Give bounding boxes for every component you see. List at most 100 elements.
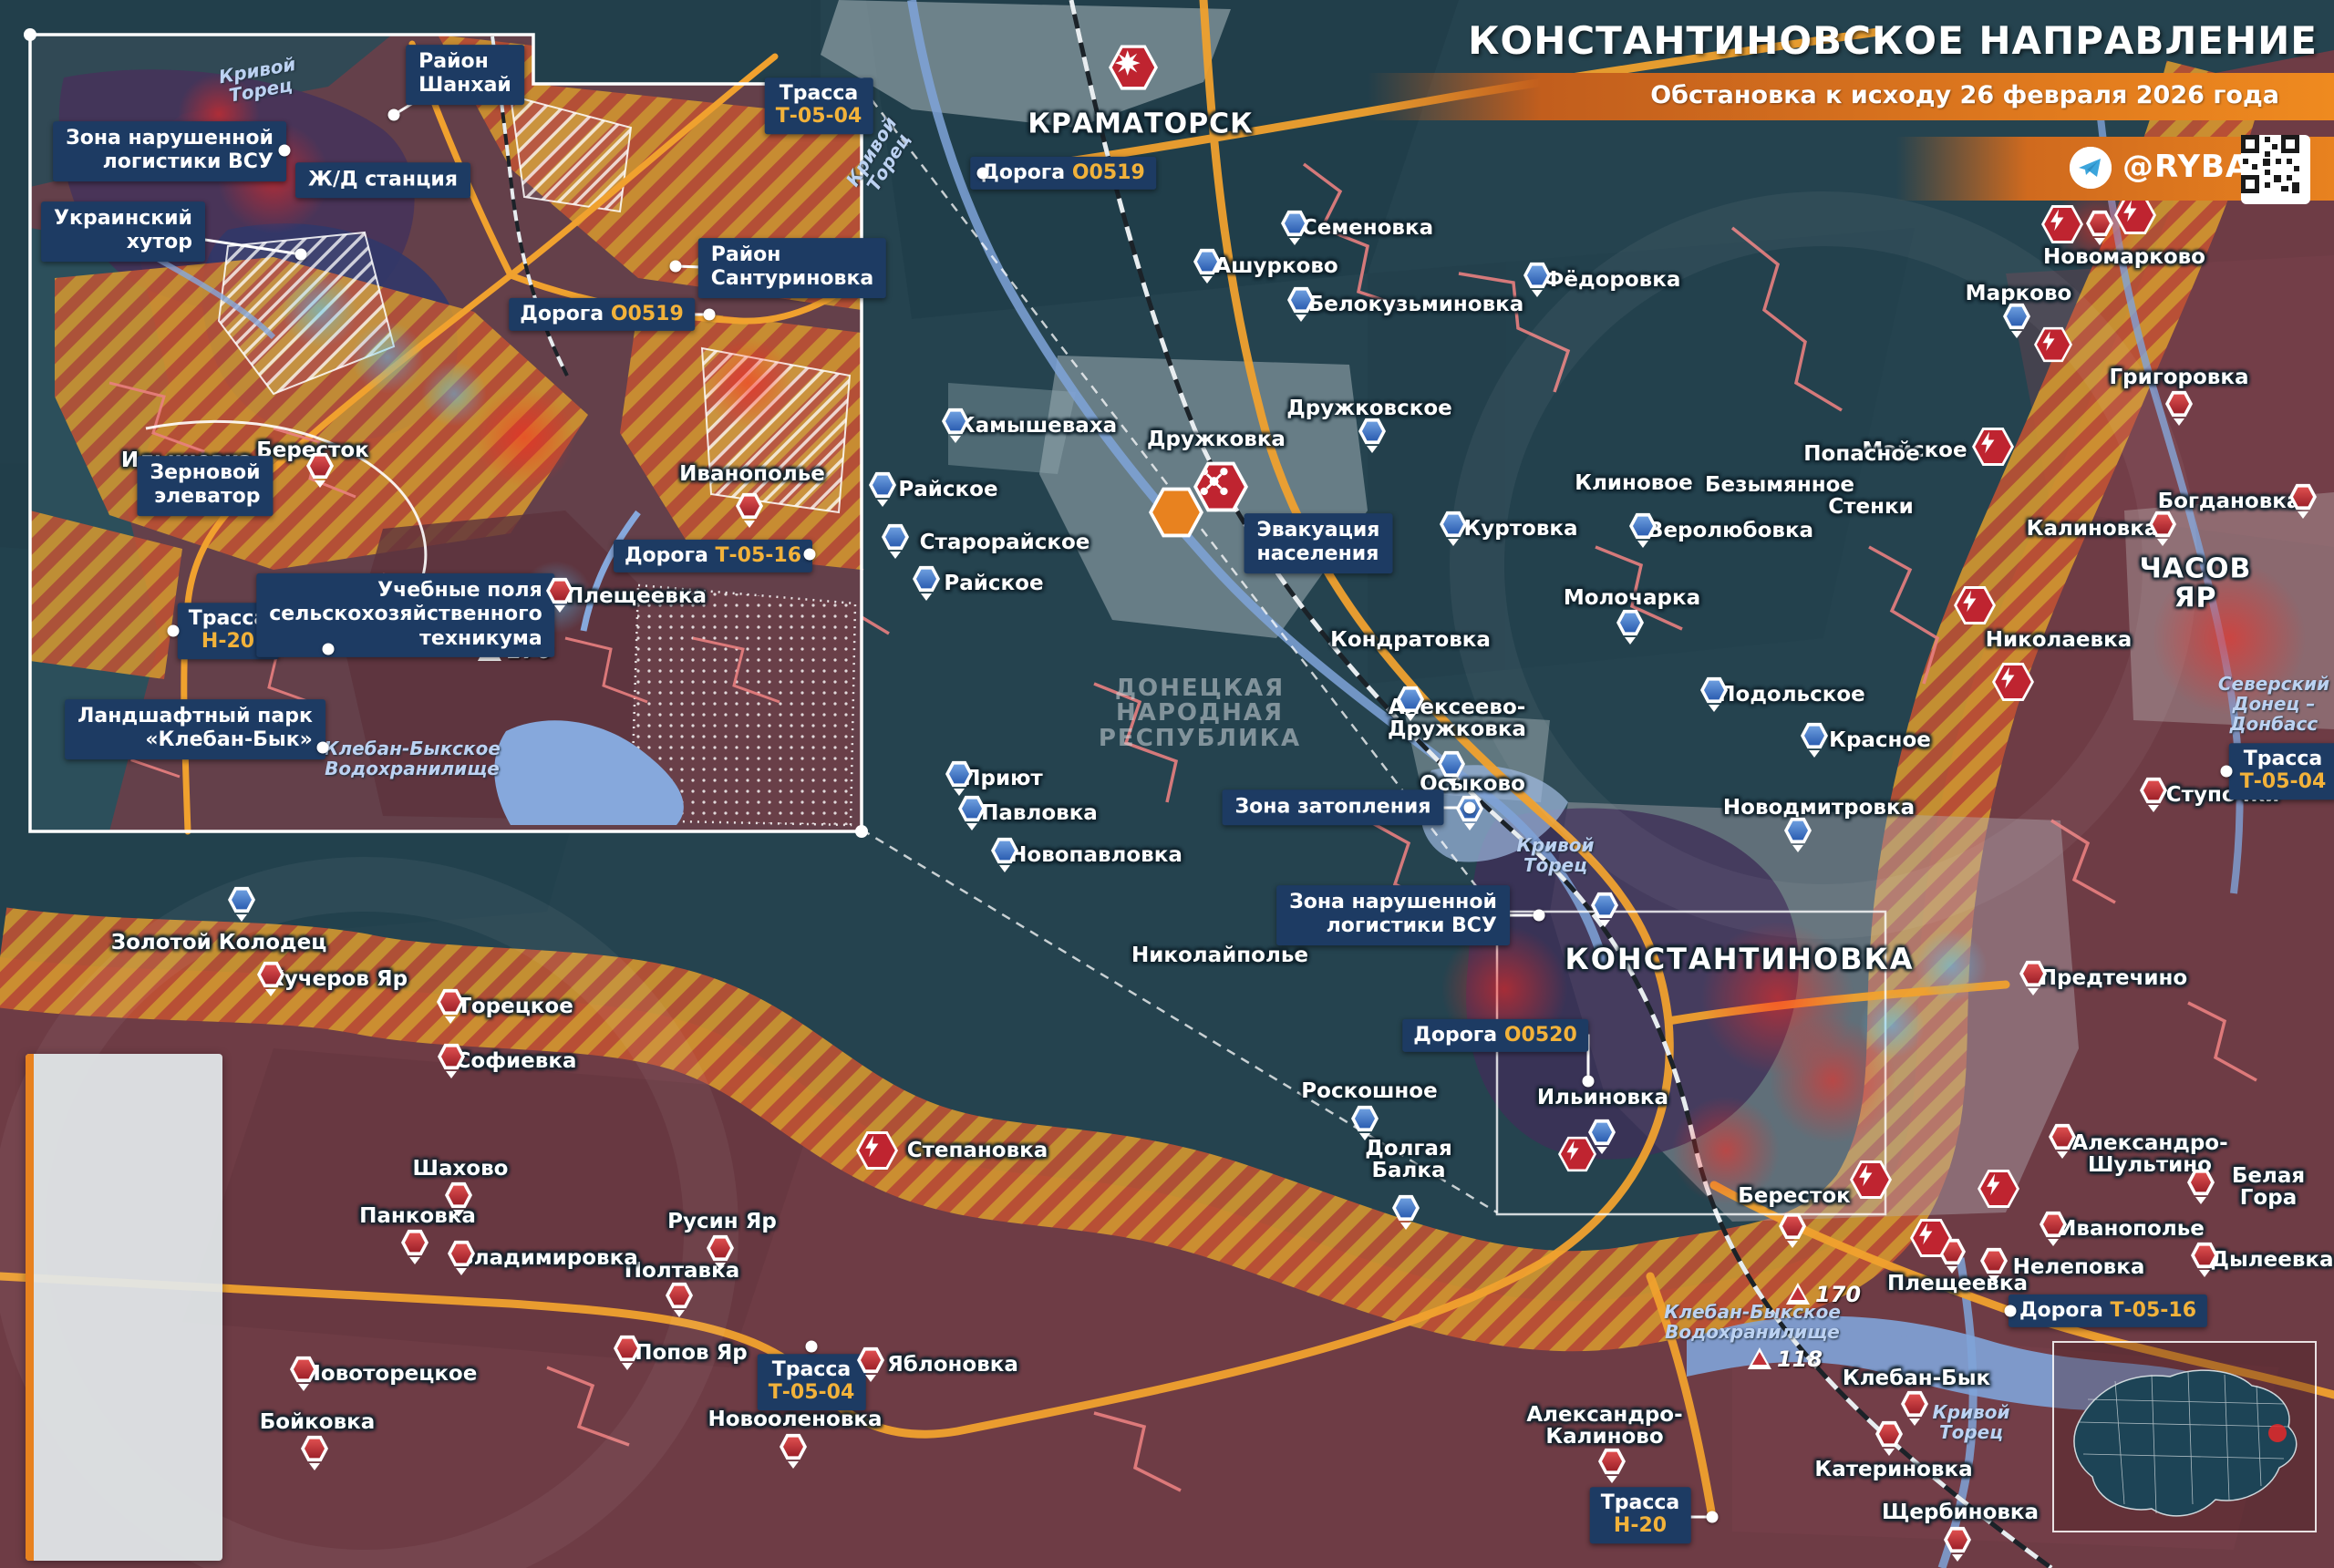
pin-chevron (298, 1384, 309, 1391)
elevation-marker: 170 (1785, 1282, 1862, 1307)
pin-blue-icon (945, 760, 973, 797)
road-plate: Дорога О0520 (1402, 1018, 1588, 1053)
water-label: Кривой Торец (1516, 834, 1595, 876)
leader-dot (1533, 909, 1545, 922)
pin-blue-icon (1287, 286, 1315, 323)
road-plate: Трасса Н-20 (1589, 1487, 1691, 1543)
pin-fill (1291, 290, 1311, 310)
pin-chevron (2057, 1151, 2068, 1159)
pin-chevron (1367, 446, 1378, 453)
leader-dot (2004, 1305, 2017, 1317)
pin-blue-icon (1281, 210, 1308, 246)
pin-chevron (456, 1268, 467, 1275)
pin-chevron (1909, 1418, 1920, 1426)
settlement-label: Владимировка (458, 1245, 638, 1270)
pin-blue-icon (1700, 676, 1728, 713)
pin-fill (2293, 487, 2313, 507)
leader-dot (1706, 1511, 1719, 1523)
pin-fill (739, 496, 759, 516)
pin-chevron (1947, 1266, 1957, 1274)
road-plate: Дорога О0519 (970, 156, 1156, 191)
info-plate: Зерновой элеватор (137, 456, 274, 516)
pin-chevron (1359, 1133, 1370, 1140)
telegram-icon (2070, 147, 2112, 189)
pin-chevron (1952, 1554, 1963, 1562)
hex-lightning-icon (2114, 195, 2156, 235)
pin-red-icon (257, 961, 284, 997)
pin-fill (945, 411, 966, 431)
settlement-label: Александро- Шультино (2071, 1130, 2228, 1177)
settlement-label: Дружковка (1147, 427, 1286, 451)
info-plate: Зона затопления (1222, 789, 1444, 826)
pin-fill (1592, 1122, 1612, 1142)
pin-chevron (2048, 1239, 2059, 1246)
settlement-label: Подольское (1718, 682, 1865, 707)
pin-chevron (622, 1363, 633, 1370)
settlement-label: Райское (898, 477, 998, 501)
pin-chevron (1606, 1476, 1617, 1483)
pin-fill (441, 1047, 461, 1067)
pin-blue-icon (1588, 1119, 1616, 1155)
settlement-label: Клебан-Бык (1842, 1366, 1991, 1390)
hex-quad-icon (1193, 461, 1248, 513)
pin-red-icon (2187, 1169, 2215, 1205)
pin-chevron (446, 1071, 457, 1078)
pin-red-icon (2040, 1211, 2067, 1247)
pin-fill (916, 569, 936, 589)
pin-fill (1984, 1251, 2004, 1271)
pin-fill (1441, 754, 1461, 774)
settlement-label: Красное (1829, 727, 1931, 752)
pin-chevron (1988, 1275, 1999, 1283)
pin-red-icon (614, 1335, 641, 1371)
pin-fill (2191, 1172, 2211, 1192)
leader-dot (669, 260, 682, 273)
pin-chevron (2195, 1197, 2206, 1204)
pin-blue-icon (1397, 686, 1424, 722)
elevation-value: 170 (1814, 1282, 1862, 1307)
settlement-label: ЧАСОВ ЯР (2139, 552, 2252, 614)
pin-fill (405, 1233, 425, 1253)
settlement-label: Щербиновка (1881, 1500, 2040, 1524)
settlement-label: Иванополье (679, 461, 825, 486)
settlement-label: Дружковское (1286, 396, 1452, 420)
pin-red-icon (546, 577, 573, 614)
pin-blue-icon (1801, 722, 1828, 758)
settlement-label: Плещеевка (1886, 1271, 2029, 1295)
pin-fill (1905, 1394, 1925, 1414)
pin-fill (962, 799, 982, 819)
hex-lightning-icon (1558, 1136, 1596, 1172)
settlement-label: Новодмитровка (1722, 795, 1916, 820)
hex-lightning-icon (1910, 1218, 1952, 1258)
pin-fill (1947, 1530, 1967, 1550)
settlement-label: Бересток (1738, 1183, 1851, 1208)
road-number: О0519 (1071, 160, 1145, 184)
pin-chevron (1709, 705, 1720, 712)
pin-blue-icon (991, 837, 1018, 873)
pin-fill (1285, 213, 1305, 233)
settlement-label: Кондратовка (1330, 627, 1491, 652)
settlement-label: Попов Яр (635, 1340, 748, 1365)
settlement-label: Иванополье (2059, 1216, 2205, 1241)
elevation-triangle-icon (1747, 1347, 1771, 1369)
info-plate: Зона нарушенной логистики ВСУ (53, 121, 286, 181)
pin-red-icon (445, 1181, 472, 1218)
pin-red-icon (2191, 1242, 2218, 1278)
road-number: Н-20 (1613, 1514, 1668, 1538)
pin-chevron (315, 480, 325, 488)
pin-chevron (788, 1461, 799, 1469)
settlement-label: Безымянное (1704, 472, 1855, 497)
pin-chevron (950, 436, 961, 443)
pin-blue-icon (1440, 511, 1467, 547)
pin-fill (1400, 689, 1420, 709)
pin-fill (294, 1359, 314, 1379)
pin-chevron (1446, 779, 1457, 786)
settlement-label: Стенки (1828, 494, 1914, 519)
pin-chevron (1296, 315, 1306, 322)
pin-chevron (2094, 238, 2105, 245)
pin-chevron (1599, 920, 1610, 927)
settlement-label: Плещеевка (565, 583, 707, 608)
pin-chevron (1884, 1449, 1895, 1456)
pin-fill (617, 1338, 637, 1358)
